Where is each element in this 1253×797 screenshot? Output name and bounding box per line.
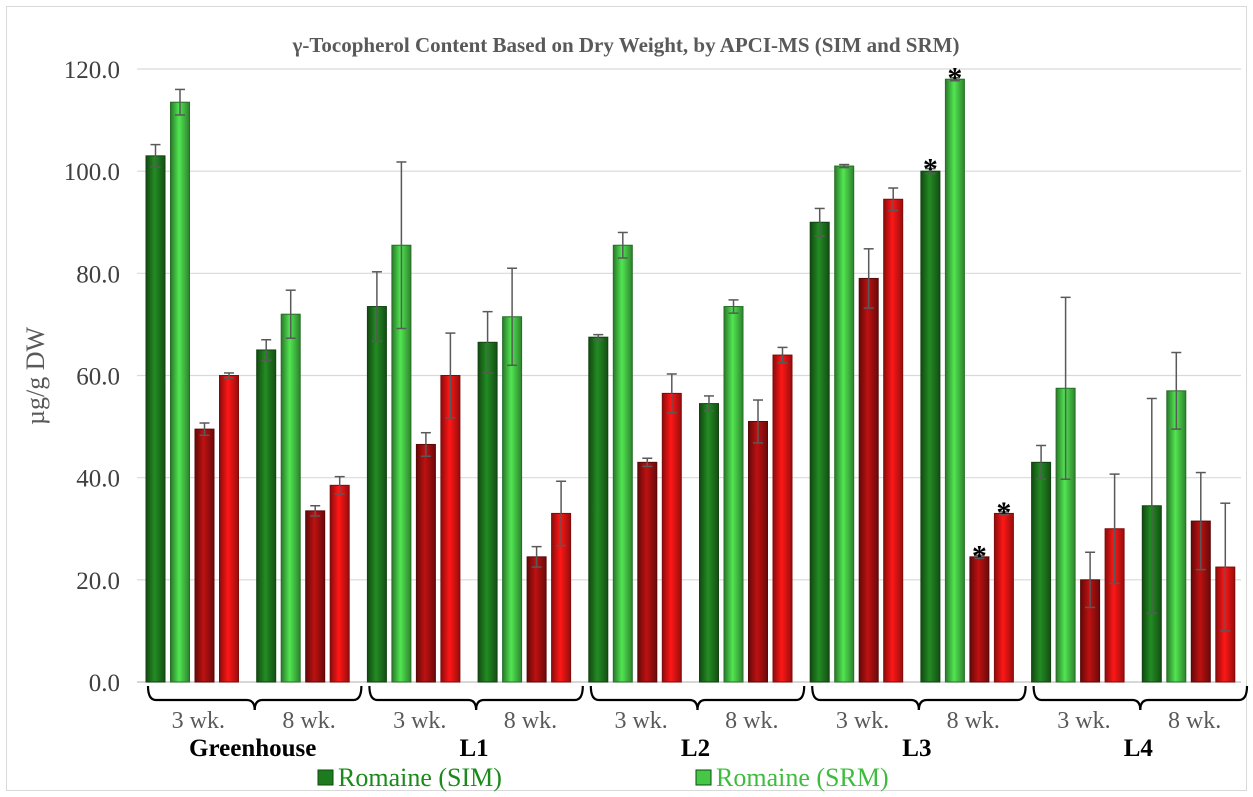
brace: [589, 685, 699, 711]
y-tick-label: 120.0: [64, 57, 120, 84]
bar: [502, 316, 523, 683]
bar: [1031, 461, 1052, 683]
bar: [280, 313, 301, 683]
bar: [256, 349, 277, 683]
bar: [809, 221, 830, 683]
significance-marker: *: [996, 496, 1011, 529]
brace: [1139, 685, 1249, 711]
legend-label: Romaine (SRM): [716, 763, 889, 792]
group-label: L3: [902, 735, 931, 762]
bar: [944, 78, 965, 683]
brace: [475, 685, 584, 711]
brace: [811, 685, 920, 711]
y-tick-label: 20.0: [76, 568, 120, 595]
bar: [477, 341, 498, 683]
bar: [920, 170, 941, 683]
bar: [588, 336, 609, 683]
group-braces: [146, 685, 1249, 711]
group-label: L2: [681, 735, 710, 762]
bar: [440, 375, 461, 683]
legend: Romaine (SIM) Romaine (SRM): [317, 763, 889, 792]
bar-series: * * * *: [145, 62, 1236, 683]
week-label: 8 wk.: [947, 708, 1000, 734]
bar: [723, 306, 744, 683]
bar: [993, 512, 1014, 683]
bar: [366, 306, 387, 683]
bar: [834, 165, 855, 683]
bar: [415, 443, 436, 683]
bar: [661, 392, 682, 683]
x-axis-labels: 3 wk. 8 wk. 3 wk. 8 wk. 3 wk. 8 wk. 3 wk. 8 wk.…: [172, 708, 1222, 762]
y-tick-label: 80.0: [76, 261, 120, 288]
bar: [637, 461, 658, 683]
week-label: 3 wk.: [1057, 708, 1110, 734]
y-tick-label: 60.0: [76, 364, 120, 391]
y-axis-label: µg/g DW: [21, 327, 50, 425]
week-label: 8 wk.: [504, 708, 557, 734]
y-tick-label: 40.0: [76, 466, 120, 493]
week-label: 8 wk.: [282, 708, 335, 734]
brace: [1032, 685, 1142, 711]
brace: [253, 685, 363, 711]
brace: [146, 685, 256, 711]
significance-marker: *: [972, 539, 987, 572]
brace: [917, 685, 1027, 711]
week-label: 3 wk.: [393, 708, 446, 734]
bar: [699, 403, 719, 683]
bar: [612, 244, 633, 683]
bar: [305, 510, 326, 683]
group-label: L1: [460, 735, 489, 762]
chart-title: γ-Tocopherol Content Based on Dry Weight…: [292, 33, 960, 57]
y-tick-label: 100.0: [64, 159, 120, 186]
group-label: L4: [1124, 735, 1154, 762]
bar: [883, 198, 904, 683]
bar: [858, 277, 879, 683]
bar: [969, 556, 990, 683]
bar: [219, 375, 239, 683]
bar: [329, 484, 350, 683]
bar: [526, 556, 547, 683]
significance-marker: *: [923, 153, 938, 186]
bar: [170, 101, 190, 683]
bar: [194, 428, 215, 683]
bar: [748, 420, 768, 683]
brace: [696, 685, 806, 711]
legend-swatch: [317, 769, 334, 786]
week-label: 3 wk.: [614, 708, 667, 734]
week-label: 3 wk.: [172, 708, 225, 734]
bar: [1166, 390, 1187, 683]
bar: [145, 155, 166, 683]
bar: [772, 354, 793, 683]
group-label: Greenhouse: [189, 735, 316, 762]
significance-marker: *: [947, 62, 962, 95]
legend-swatch: [695, 769, 712, 786]
legend-label: Romaine (SIM): [338, 763, 502, 792]
brace: [368, 685, 478, 711]
week-label: 8 wk.: [1168, 708, 1221, 734]
y-tick-label: 0.0: [89, 670, 120, 697]
week-label: 8 wk.: [725, 708, 778, 734]
y-axis-ticks: 0.0 20.0 40.0 60.0 80.0 100.0 120.0: [64, 57, 120, 697]
week-label: 3 wk.: [836, 708, 889, 734]
